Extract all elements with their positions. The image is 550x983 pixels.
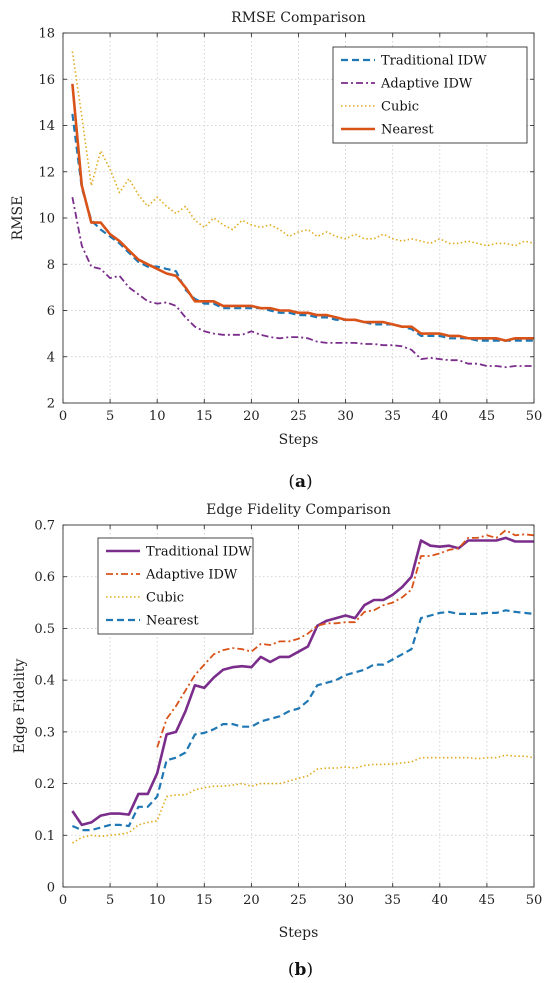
chart-panel-1: 0 5 10 15 20 25 30 35 40 45 50 0 0.1 0.2 0.3 0.4 0.5 0.6 0… — [12, 502, 542, 980]
y-tick-label: 0.6 — [34, 570, 55, 585]
x-tick-label: 25 — [290, 893, 307, 908]
panel-label-close: ) — [306, 472, 313, 492]
y-tick-label: 18 — [38, 27, 55, 42]
x-tick-label: 10 — [149, 893, 166, 908]
panel-label: (a) — [288, 472, 312, 492]
panel-label: (b) — [288, 960, 313, 980]
legend-label: Cubic — [381, 100, 419, 115]
y-tick-label: 0.3 — [34, 725, 55, 740]
y-tick-label: 6 — [47, 304, 55, 319]
x-tick-label: 45 — [479, 409, 496, 424]
legend-label: Adaptive IDW — [380, 77, 473, 92]
y-axis-label: Edge Fidelity — [12, 659, 28, 754]
x-tick-label: 30 — [337, 893, 354, 908]
series-line-nearest — [71, 609, 535, 832]
x-tick-label: 35 — [384, 893, 401, 908]
x-tick-label: 35 — [384, 409, 401, 424]
y-tick-label: 0 — [47, 881, 55, 896]
x-tick-label: 20 — [243, 893, 260, 908]
y-tick-label: 4 — [47, 350, 55, 365]
series-line-cubic — [71, 754, 535, 844]
chart-title: RMSE Comparison — [231, 10, 366, 26]
x-tick-label: 0 — [59, 893, 67, 908]
x-tick-label: 5 — [106, 409, 114, 424]
legend-label: Adaptive IDW — [145, 568, 238, 583]
chart-title: Edge Fidelity Comparison — [206, 502, 391, 518]
series-line-traditional-idw — [71, 113, 534, 342]
y-axis-label: RMSE — [10, 196, 26, 241]
y-tick-label: 8 — [47, 258, 55, 273]
chart-panel-0: 0 5 10 15 20 25 30 35 40 45 50 2 4 6 8 10 12 14 16 18 RMSE C… — [10, 10, 542, 492]
panel-label-open: ( — [288, 472, 295, 492]
x-tick-label: 15 — [196, 893, 213, 908]
x-tick-label: 20 — [243, 409, 260, 424]
x-tick-label: 30 — [337, 409, 354, 424]
y-tick-label: 0.2 — [34, 777, 55, 792]
legend-label: Nearest — [381, 123, 434, 138]
y-tick-label: 0.5 — [34, 622, 55, 637]
x-tick-label: 10 — [149, 409, 166, 424]
panel-label-close: ) — [306, 960, 313, 980]
x-tick-label: 15 — [196, 409, 213, 424]
y-tick-label: 0.4 — [34, 674, 55, 689]
legend: Traditional IDW Adaptive IDW Cubic Nearest — [97, 537, 254, 635]
legend-label: Cubic — [146, 591, 184, 606]
x-tick-label: 40 — [432, 893, 449, 908]
panel-label-letter: a — [295, 472, 306, 492]
panel-label-letter: b — [295, 960, 307, 980]
y-tick-label: 0.1 — [34, 829, 55, 844]
x-tick-label: 50 — [526, 409, 543, 424]
panel-label-open: ( — [288, 960, 295, 980]
y-tick-label: 2 — [47, 397, 55, 412]
y-tick-label: 10 — [38, 212, 55, 227]
legend-label: Traditional IDW — [146, 545, 252, 560]
series-line-adaptive-idw — [71, 197, 534, 369]
x-axis-label: Steps — [279, 432, 319, 448]
x-tick-label: 45 — [479, 893, 496, 908]
x-tick-label: 5 — [106, 893, 114, 908]
y-tick-label: 12 — [38, 165, 55, 180]
series-line-nearest — [71, 83, 534, 342]
x-tick-label: 0 — [59, 409, 67, 424]
legend-box — [332, 46, 528, 144]
legend: Traditional IDW Adaptive IDW Cubic Nearest — [332, 46, 528, 144]
x-tick-label: 25 — [290, 409, 307, 424]
y-tick-label: 16 — [38, 73, 55, 88]
legend-label: Traditional IDW — [381, 54, 487, 69]
series-line-cubic — [71, 51, 535, 247]
legend-label: Nearest — [146, 614, 199, 629]
legend-box — [97, 537, 254, 635]
y-tick-label: 14 — [38, 119, 55, 134]
y-tick-label: 0.7 — [34, 519, 55, 534]
x-tick-label: 40 — [432, 409, 449, 424]
x-tick-label: 50 — [526, 893, 543, 908]
x-axis-label: Steps — [279, 925, 319, 941]
